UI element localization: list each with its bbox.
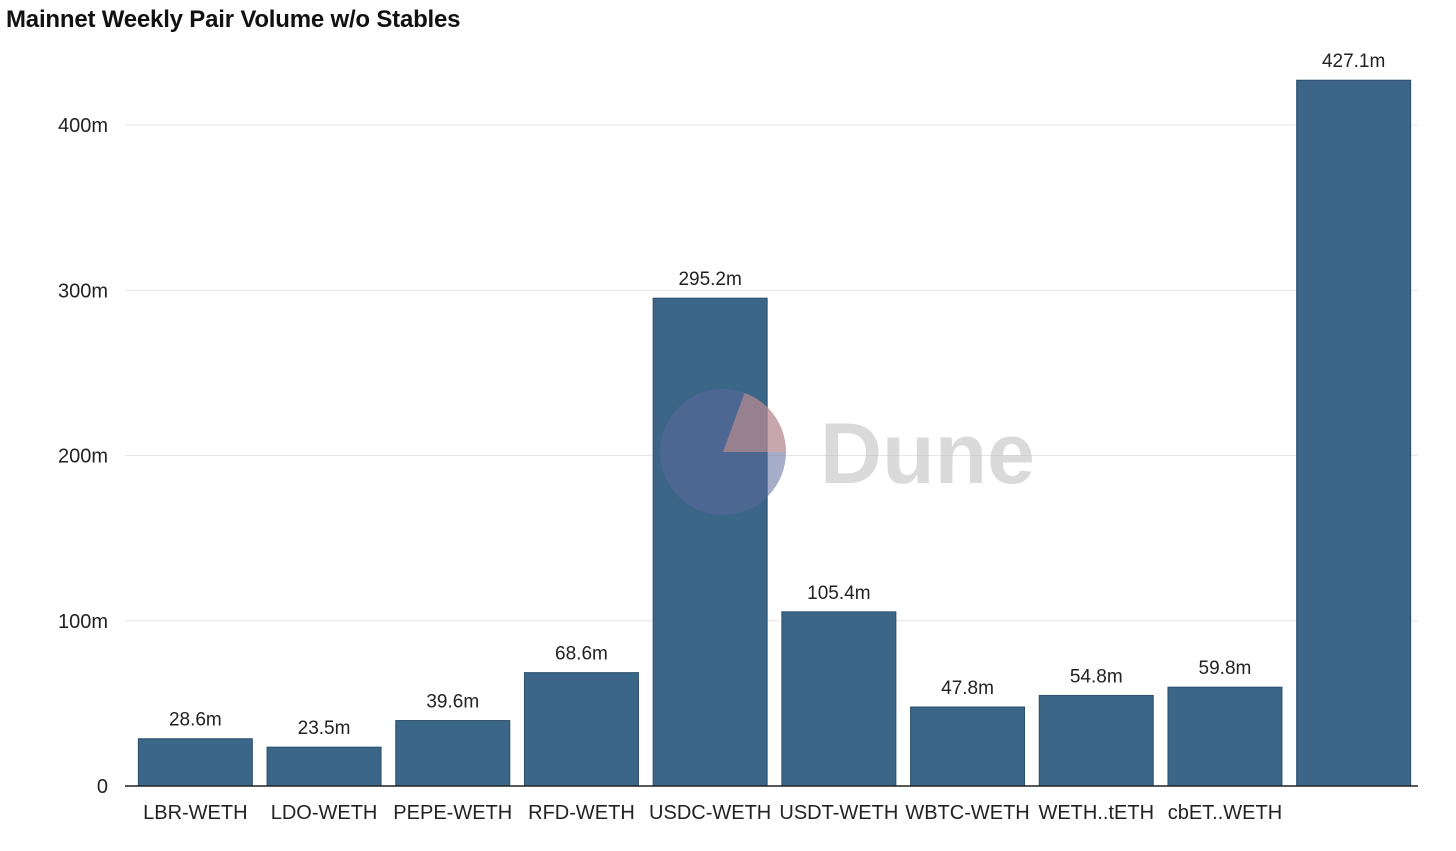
bar — [1167, 686, 1283, 787]
bar — [910, 706, 1026, 787]
data-labels: 28.6m 23.5m 39.6m 68.6m 295.2m 105.4m 47.8m 54.… — [169, 51, 1385, 739]
chart-title: Mainnet Weekly Pair Volume w/o Stables — [6, 6, 461, 33]
x-axis-ticks: LBR-WETH LDO-WETH PEPE-WETH RFD-WETH USDC-WE… — [143, 802, 1282, 824]
x-tick-label: WBTC-WETH — [905, 802, 1029, 824]
bar — [523, 672, 639, 787]
y-tick-label: 400m — [58, 115, 108, 137]
bar-value-label: 68.6m — [555, 644, 608, 665]
bar — [1038, 694, 1154, 787]
bar-value-label: 23.5m — [298, 718, 351, 739]
bar-value-label: 295.2m — [678, 269, 741, 290]
x-tick-label: USDT-WETH — [779, 802, 898, 824]
dune-watermark: Dune — [660, 389, 1035, 515]
bar — [266, 746, 382, 787]
bar-value-label: 54.8m — [1070, 666, 1123, 687]
y-tick-label: 0 — [97, 776, 108, 798]
bar-value-label: 47.8m — [941, 678, 994, 699]
x-tick-label: LDO-WETH — [271, 802, 378, 824]
bar-value-label: 28.6m — [169, 710, 222, 731]
y-tick-label: 300m — [58, 280, 108, 302]
x-tick-label: LBR-WETH — [143, 802, 247, 824]
bar — [395, 720, 511, 787]
dune-logo-icon — [660, 389, 786, 515]
bar-value-label: 59.8m — [1199, 658, 1252, 679]
x-tick-label: WETH..tETH — [1038, 802, 1154, 824]
x-tick-label: cbET..WETH — [1168, 802, 1282, 824]
gridlines — [125, 124, 1418, 622]
bar — [781, 611, 897, 787]
bar — [652, 297, 768, 787]
x-tick-label: USDC-WETH — [649, 802, 771, 824]
x-tick-label: RFD-WETH — [528, 802, 635, 824]
bars — [137, 79, 1412, 787]
bar-value-label: 39.6m — [426, 692, 479, 713]
bar — [137, 738, 253, 787]
y-tick-label: 200m — [58, 446, 108, 468]
bar — [1296, 79, 1412, 787]
dune-logo-slice — [723, 392, 786, 452]
x-tick-label: PEPE-WETH — [393, 802, 512, 824]
dune-watermark-text: Dune — [820, 406, 1035, 502]
y-axis-ticks: 0 100m 200m 300m 400m — [58, 115, 108, 798]
y-tick-label: 100m — [58, 611, 108, 633]
bar-value-label: 105.4m — [807, 583, 870, 604]
bar-value-label: 427.1m — [1322, 51, 1385, 72]
